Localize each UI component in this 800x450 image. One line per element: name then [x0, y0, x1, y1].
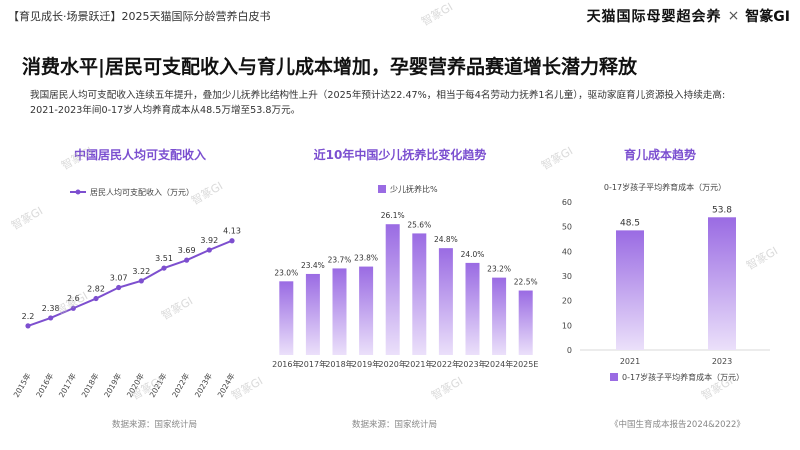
- dependency-x-tick-label: 2022年: [432, 359, 460, 369]
- income-x-tick-label: 2015年: [11, 371, 33, 399]
- income-x-tick-label: 2018年: [79, 371, 101, 399]
- dependency-x-tick-label: 2016年: [272, 359, 300, 369]
- income-data-point: [25, 323, 30, 328]
- legend-swatch: [610, 373, 618, 381]
- income-data-point: [184, 258, 189, 263]
- dependency-x-tick-label: 2023年: [458, 359, 486, 369]
- summary-line-2: 2021-2023年间0-17岁人均养育成本从48.5万增至53.8万元。: [30, 103, 780, 118]
- dependency-x-tick-label: 2018年: [325, 359, 353, 369]
- dependency-bar: [439, 248, 453, 355]
- income-value-label: 3.07: [110, 274, 128, 283]
- dependency-source: 数据来源：国家统计局: [352, 418, 437, 430]
- legend-label: 少儿抚养比%: [390, 184, 438, 194]
- dependency-value-label: 22.5%: [514, 278, 538, 287]
- dependency-bar: [386, 224, 400, 355]
- dependency-value-label: 23.8%: [354, 254, 378, 263]
- dependency-bar: [492, 278, 506, 355]
- cost-y-tick-label: 40: [562, 247, 572, 256]
- dependency-bar: [412, 233, 426, 355]
- dependency-bar: [466, 263, 480, 355]
- summary-text: 我国居民人均可支配收入连续五年提升，叠加少儿抚养比结构性上升（2025年预计达2…: [30, 88, 780, 118]
- cost-y-tick-label: 10: [562, 321, 572, 330]
- dependency-bar: [359, 267, 373, 355]
- report-breadcrumb: 【育见成长·场景跃迁】2025天猫国际分龄营养白皮书: [8, 8, 271, 24]
- page-headline: 消费水平|居民可支配收入与育儿成本增加，孕婴营养品赛道增长潜力释放: [22, 52, 637, 79]
- dependency-value-label: 23.7%: [328, 255, 352, 264]
- brand-area: 天猫国际母婴超会养 × 智篆GI: [587, 6, 790, 26]
- dependency-x-tick-label: 2020年: [379, 359, 407, 369]
- cost-chart-title: 育儿成本趋势: [580, 146, 740, 163]
- cost-y-tick-label: 20: [562, 297, 572, 306]
- dependency-x-tick-label: 2021年: [405, 359, 433, 369]
- gi-logo-text: 智篆GI: [745, 6, 790, 26]
- income-x-tick-label: 2016年: [33, 371, 55, 399]
- cost-y-tick-label: 60: [562, 198, 572, 207]
- cost-y-tick-label: 0: [567, 346, 572, 355]
- income-value-label: 3.22: [132, 267, 150, 276]
- dependency-bar: [519, 291, 533, 355]
- cost-bar: [616, 230, 644, 350]
- dependency-x-tick-label: 2017年: [299, 359, 327, 369]
- cost-y-tick-label: 50: [562, 223, 572, 232]
- income-source: 数据来源：国家统计局: [112, 418, 197, 430]
- legend-label: 居民人均可支配收入（万元）: [90, 187, 194, 197]
- dependency-x-tick-label: 2019年: [352, 359, 380, 369]
- dependency-bar: [333, 268, 347, 355]
- income-x-tick-label: 2022年: [169, 371, 191, 399]
- income-value-label: 2.82: [87, 285, 105, 294]
- cost-x-tick-label: 2021: [620, 357, 640, 366]
- income-data-point: [116, 285, 121, 290]
- dependency-bar: [306, 274, 320, 355]
- dependency-chart-title: 近10年中国少儿抚养比变化趋势: [290, 146, 510, 163]
- income-data-point: [207, 247, 212, 252]
- income-value-label: 3.92: [200, 236, 218, 245]
- income-x-tick-label: 2019年: [101, 371, 123, 399]
- income-value-label: 3.69: [178, 246, 196, 255]
- income-data-point: [139, 278, 144, 283]
- watermark: 智篆GI: [538, 143, 575, 174]
- cost-y-axis-title: 0-17岁孩子平均养育成本（万元）: [604, 182, 726, 192]
- cost-bar: [708, 217, 736, 350]
- legend-marker: [76, 190, 81, 195]
- dependency-value-label: 24.8%: [434, 235, 458, 244]
- cost-value-label: 48.5: [620, 218, 640, 228]
- income-data-point: [93, 296, 98, 301]
- dependency-value-label: 24.0%: [461, 250, 485, 259]
- cost-source: 《中国生育成本报告2024&2022》: [610, 418, 745, 430]
- income-value-label: 3.51: [155, 254, 173, 263]
- income-data-point: [229, 238, 234, 243]
- income-x-tick-label: 2017年: [56, 371, 78, 399]
- top-bar: 【育见成长·场景跃迁】2025天猫国际分龄营养白皮书 天猫国际母婴超会养 × 智…: [0, 0, 800, 30]
- brand-separator: ×: [728, 8, 740, 24]
- summary-line-1: 我国居民人均可支配收入连续五年提升，叠加少儿抚养比结构性上升（2025年预计达2…: [30, 88, 780, 103]
- dependency-x-tick-label: 2025E: [513, 360, 538, 369]
- income-x-tick-label: 2023年: [192, 371, 214, 399]
- dependency-x-tick-label: 2024年: [485, 359, 513, 369]
- income-data-point: [48, 315, 53, 320]
- dependency-value-label: 23.4%: [301, 261, 325, 270]
- cost-bar-chart: 0-17岁孩子平均养育成本（万元） 0 10 20 30 40 50 60 48.5 2021 53…: [550, 170, 790, 410]
- dependency-value-label: 25.6%: [407, 220, 431, 229]
- dependency-bar-chart: 少儿抚养比% 23.0% 2016年 23.4% 2017年 23.7% 2018年 23.8…: [260, 170, 550, 410]
- dependency-value-label: 23.0%: [274, 268, 298, 277]
- tmall-logo-text: 天猫国际母婴超会养: [587, 6, 722, 26]
- income-value-label: 4.13: [223, 227, 241, 236]
- income-value-label: 2.2: [22, 312, 35, 321]
- legend-swatch: [378, 185, 386, 193]
- cost-value-label: 53.8: [712, 205, 732, 215]
- dependency-value-label: 26.1%: [381, 211, 405, 220]
- dependency-bar: [279, 281, 293, 355]
- income-data-point: [161, 265, 166, 270]
- cost-y-tick-label: 30: [562, 272, 572, 281]
- cost-x-tick-label: 2023: [712, 357, 732, 366]
- dependency-value-label: 23.2%: [487, 265, 511, 274]
